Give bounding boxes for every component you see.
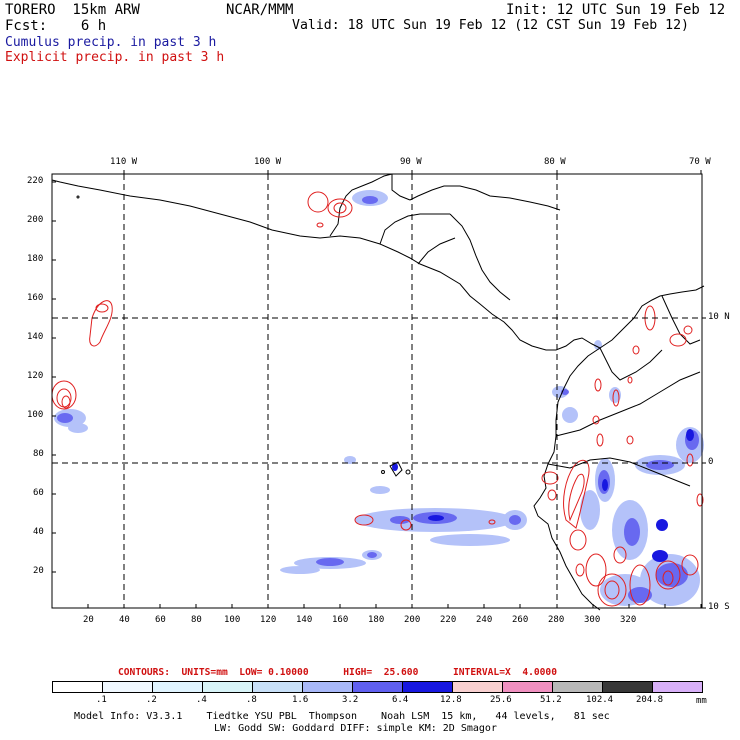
colorbar-swatch (402, 681, 453, 693)
center-label: NCAR/MMM (226, 2, 294, 18)
colorbar-label: .2 (146, 695, 157, 705)
field-explicit-label: Explicit precip. in past 3 h (5, 50, 225, 65)
y-tick-label: 20 (33, 566, 44, 576)
lon-label-70w: 70 W (689, 157, 711, 167)
colorbar-swatch (452, 681, 503, 693)
graticule (52, 174, 702, 608)
x-tick-label: 120 (260, 615, 277, 625)
y-tick-label: 60 (33, 488, 44, 498)
x-tick-label: 260 (512, 615, 529, 625)
colorbar-swatch (602, 681, 653, 693)
x-tick-label: 220 (440, 615, 457, 625)
init-time: Init: 12 UTC Sun 19 Feb 12 (506, 2, 726, 18)
colorbar-label: 3.2 (342, 695, 359, 705)
colorbar-label: 6.4 (392, 695, 409, 705)
y-tick-label: 200 (27, 215, 44, 225)
valid-time: Valid: 18 UTC Sun 19 Feb 12 (12 CST Sun … (292, 18, 689, 33)
colorbar-label: 51.2 (540, 695, 562, 705)
y-tick-label: 180 (27, 254, 44, 264)
model-info: Model Info: V3.3.1 Tiedtke YSU PBL Thomp… (74, 711, 610, 722)
x-tick-label: 160 (332, 615, 349, 625)
lon-label-100w: 100 W (254, 157, 282, 167)
colorbar-swatch (202, 681, 253, 693)
colorbar-swatch (52, 681, 103, 693)
lat-label-eq: 0 (708, 457, 714, 467)
colorbar-swatch (102, 681, 153, 693)
y-tick-label: 120 (27, 371, 44, 381)
colorbar-swatch (502, 681, 553, 693)
lon-label-110w: 110 W (110, 157, 138, 167)
x-tick-label: 280 (548, 615, 565, 625)
colorbar-label: 204.8 (636, 695, 664, 705)
physics-info: LW: Godd SW: Goddard DIFF: simple KM: 2D… (214, 723, 497, 734)
lon-label-90w: 90 W (400, 157, 422, 167)
x-tick-label: 100 (224, 615, 241, 625)
colorbar-swatch (252, 681, 303, 693)
x-tick-label: 140 (296, 615, 313, 625)
y-tick-label: 100 (27, 410, 44, 420)
cumulus-precip-shading (54, 190, 704, 606)
colorbar-swatch (152, 681, 203, 693)
x-tick-label: 200 (404, 615, 421, 625)
x-tick-label: 60 (155, 615, 166, 625)
x-tick-label: 300 (584, 615, 601, 625)
colorbar-label: 12.8 (440, 695, 462, 705)
y-tick-label: 220 (27, 176, 44, 186)
colorbar-swatch (552, 681, 603, 693)
x-tick-label: 20 (83, 615, 94, 625)
colorbar-label: 102.4 (586, 695, 614, 705)
coastlines (51, 173, 705, 611)
colorbar-label: .8 (246, 695, 257, 705)
map-frame (51, 170, 706, 609)
x-tick-label: 80 (191, 615, 202, 625)
colorbar-label: 1.6 (292, 695, 309, 705)
colorbar-label: .1 (96, 695, 107, 705)
lat-label-10s: 10 S (708, 602, 730, 612)
colorbar-swatch (302, 681, 353, 693)
field-cumulus-label: Cumulus precip. in past 3 h (5, 35, 217, 50)
y-tick-label: 40 (33, 527, 44, 537)
y-tick-label: 140 (27, 332, 44, 342)
explicit-precip-contours (51, 191, 704, 607)
y-tick-label: 160 (27, 293, 44, 303)
lat-label-10n: 10 N (708, 312, 730, 322)
x-tick-label: 320 (620, 615, 637, 625)
contour-info: CONTOURS: UNITS=mm LOW= 0.10000 HIGH= 25… (118, 667, 557, 678)
colorbar-label: 25.6 (490, 695, 512, 705)
colorbar-swatch (652, 681, 703, 693)
x-tick-label: 40 (119, 615, 130, 625)
colorbar-label: .4 (196, 695, 207, 705)
x-tick-label: 180 (368, 615, 385, 625)
x-tick-label: 240 (476, 615, 493, 625)
y-tick-label: 80 (33, 449, 44, 459)
forecast-hour: Fcst: 6 h (5, 18, 107, 34)
model-title: TORERO 15km ARW (5, 2, 140, 18)
colorbar-swatch (352, 681, 403, 693)
colorbar-unit: mm (696, 696, 707, 706)
lon-label-80w: 80 W (544, 157, 566, 167)
